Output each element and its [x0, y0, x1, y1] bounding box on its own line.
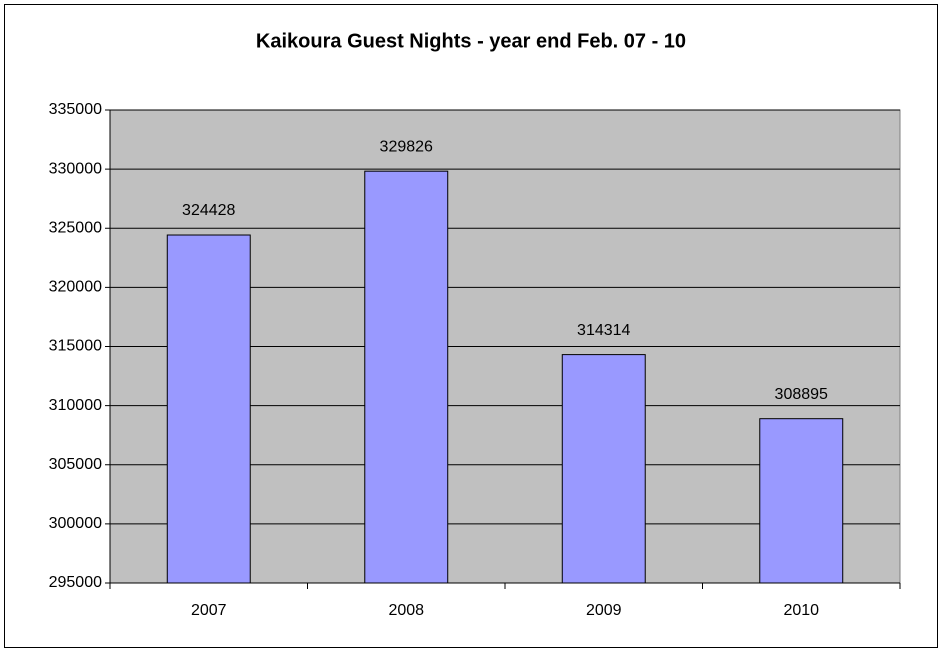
- y-tick-label: 330000: [49, 160, 102, 177]
- data-label: 324428: [182, 202, 235, 219]
- data-label: 314314: [577, 322, 630, 339]
- y-tick-label: 295000: [49, 574, 102, 591]
- y-tick-label: 335000: [49, 101, 102, 118]
- chart-title: Kaikoura Guest Nights - year end Feb. 07…: [256, 30, 686, 52]
- x-tick-label: 2008: [388, 602, 424, 619]
- y-tick-label: 325000: [49, 219, 102, 236]
- x-tick-label: 2009: [586, 602, 622, 619]
- bar: [364, 170, 449, 584]
- y-tick-label: 315000: [49, 338, 102, 355]
- bar: [759, 418, 844, 584]
- y-tick-label: 320000: [49, 279, 102, 296]
- bar: [561, 354, 646, 584]
- x-tick-label: 2007: [191, 602, 227, 619]
- y-tick-label: 300000: [49, 515, 102, 532]
- data-label: 329826: [380, 138, 433, 155]
- x-tick-label: 2010: [783, 602, 819, 619]
- bar: [166, 234, 251, 584]
- y-tick-label: 310000: [49, 397, 102, 414]
- data-label: 308895: [775, 386, 828, 403]
- y-tick-label: 305000: [49, 456, 102, 473]
